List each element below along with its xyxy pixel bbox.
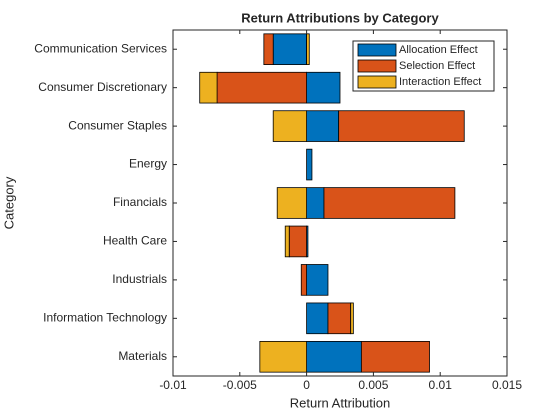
bar [350, 302, 354, 335]
bar [288, 225, 307, 258]
bar [272, 33, 308, 66]
y-tick-label: Financials [113, 195, 167, 209]
bar [272, 110, 308, 142]
bar [276, 187, 308, 219]
x-tick-label: -0.01 [159, 378, 187, 392]
axes-box [172, 29, 508, 377]
y-tick-label: Consumer Discretionary [38, 80, 167, 94]
bar [323, 187, 456, 219]
y-tick-label: Materials [118, 349, 167, 363]
bar [306, 33, 310, 66]
bar [259, 340, 307, 373]
bar [263, 33, 274, 66]
bar [306, 302, 329, 335]
legend-swatch [357, 43, 397, 57]
x-tick-label: 0.015 [492, 378, 522, 392]
chart-title: Return Attributions by Category [241, 10, 439, 25]
bar [300, 264, 308, 296]
bar [306, 110, 340, 142]
bar [306, 71, 341, 104]
bar [284, 225, 290, 258]
bar [199, 71, 218, 104]
legend-label: Selection Effect [399, 60, 475, 72]
bar [216, 71, 307, 104]
y-tick-label: Communication Services [34, 41, 167, 55]
bar [338, 110, 465, 142]
y-tick-label: Health Care [103, 234, 167, 248]
x-axis-label: Return Attribution [290, 395, 390, 410]
legend: Allocation Effect Selection Effect Interac… [352, 40, 495, 92]
legend-swatch [357, 75, 397, 89]
bar [327, 302, 352, 335]
y-tick-label: Industrials [112, 272, 167, 286]
x-tick-label: 0 [303, 378, 310, 392]
bar [306, 148, 313, 181]
y-tick-label: Information Technology [43, 311, 167, 325]
x-tick-label: 0.005 [358, 378, 388, 392]
y-tick-label: Energy [129, 157, 167, 171]
y-tick-label: Consumer Staples [68, 118, 167, 132]
legend-swatch [357, 59, 397, 73]
bar [306, 340, 362, 373]
y-axis-label: Category [1, 176, 16, 229]
legend-label: Allocation Effect [399, 44, 478, 56]
x-tick-label: 0.01 [429, 378, 453, 392]
bar [306, 187, 325, 219]
legend-label: Interaction Effect [399, 76, 481, 88]
bar [306, 264, 329, 296]
x-tick-label: -0.005 [223, 378, 257, 392]
bar [360, 340, 430, 373]
